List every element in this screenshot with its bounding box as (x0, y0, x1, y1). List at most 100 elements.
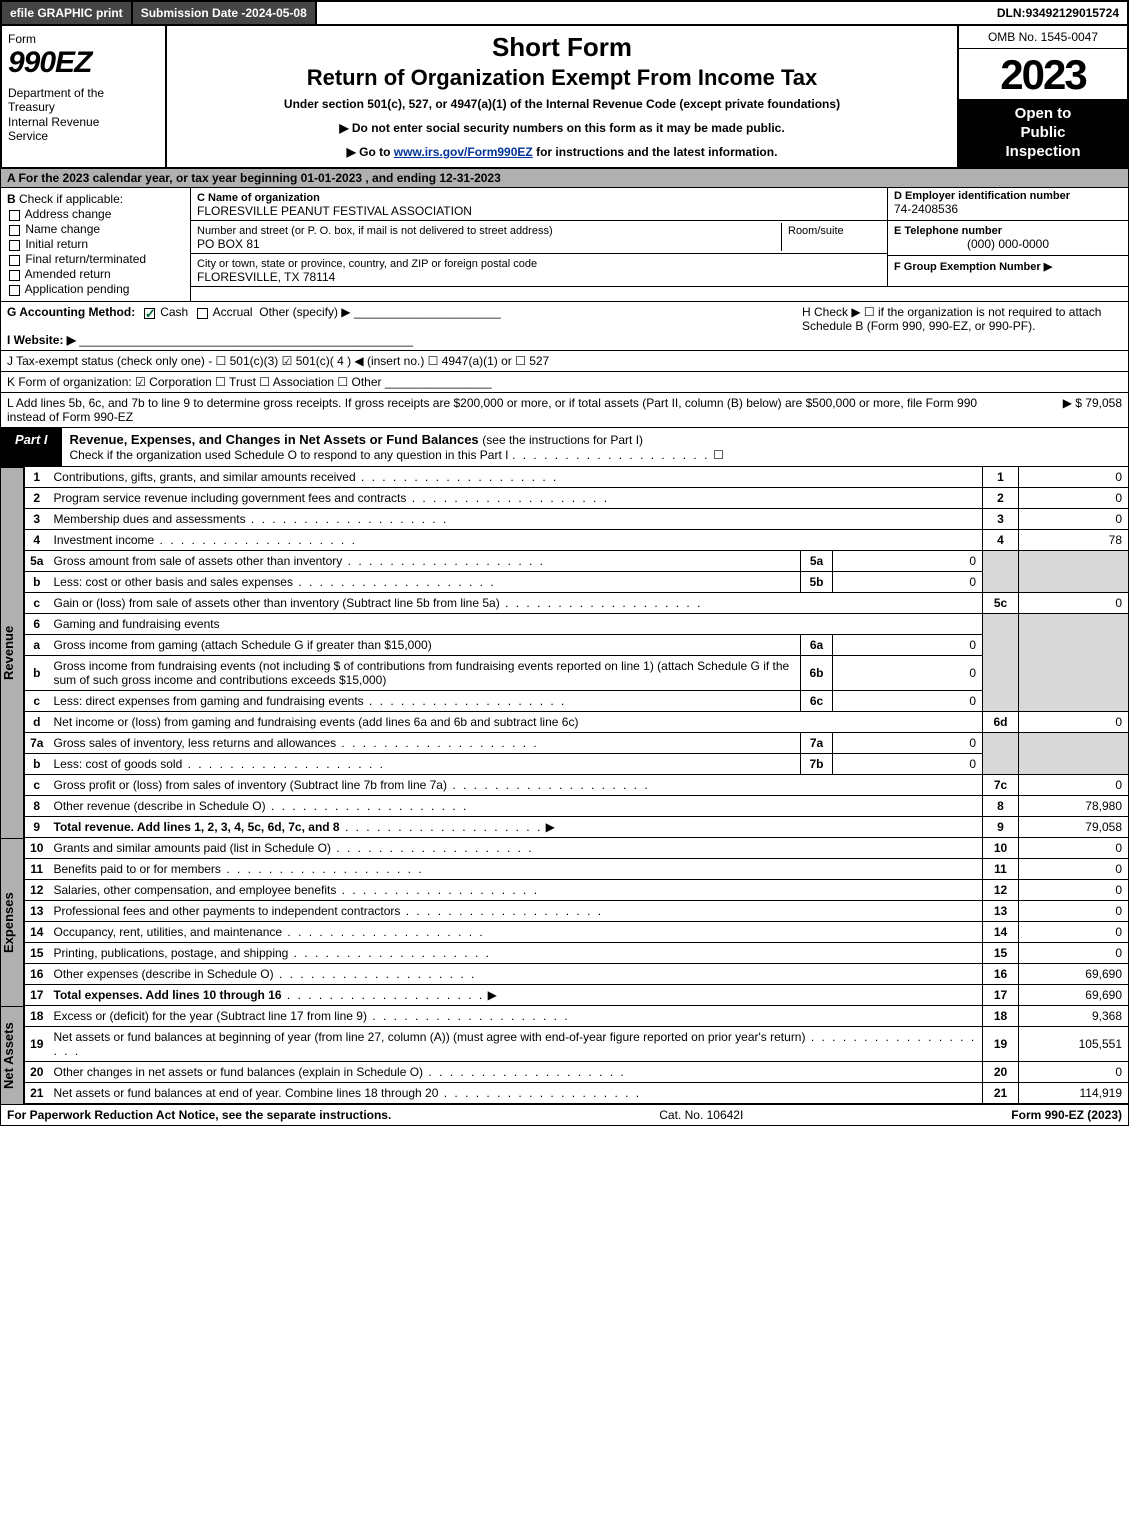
expenses-tab: Expenses (0, 838, 24, 1006)
line-16-desc: Other expenses (describe in Schedule O) (49, 964, 983, 985)
L-val: ▶ $ 79,058 (1002, 396, 1122, 424)
line-6a-desc: Gross income from gaming (attach Schedul… (49, 635, 801, 656)
efile-label: efile GRAPHIC print (10, 6, 123, 20)
chk-address-change[interactable]: Address change (7, 207, 184, 221)
line-6b-val: 0 (833, 656, 983, 691)
form-label: Form (8, 32, 159, 46)
line-10-desc: Grants and similar amounts paid (list in… (49, 838, 983, 859)
line-13-val: 0 (1019, 901, 1129, 922)
line-3-val: 0 (1019, 509, 1129, 530)
subdate-label: Submission Date - (141, 6, 246, 20)
line-21-desc: Net assets or fund balances at end of ye… (49, 1083, 983, 1104)
line-4-desc: Investment income (49, 530, 983, 551)
irs-link[interactable]: www.irs.gov/Form990EZ (394, 145, 533, 159)
row-L: L Add lines 5b, 6c, and 7b to line 9 to … (0, 393, 1129, 428)
row-GH: G Accounting Method: Cash Accrual Other … (0, 302, 1129, 351)
line-3-desc: Membership dues and assessments (49, 509, 983, 530)
col-B-checkboxes: B Check if applicable: Address change Na… (1, 188, 191, 301)
footer-left: For Paperwork Reduction Act Notice, see … (7, 1108, 391, 1122)
under-section: Under section 501(c), 527, or 4947(a)(1)… (177, 97, 947, 111)
tax-year: 2023 (959, 49, 1127, 99)
line-18-desc: Excess or (deficit) for the year (Subtra… (49, 1006, 983, 1027)
partI-check: Check if the organization used Schedule … (70, 448, 509, 462)
org-street: PO BOX 81 (197, 237, 260, 251)
line-2-desc: Program service revenue including govern… (49, 488, 983, 509)
chk-application-pending[interactable]: Application pending (7, 282, 184, 296)
subdate-value: 2024-05-08 (245, 6, 306, 20)
col-CDEF: C Name of organization FLORESVILLE PEANU… (191, 188, 1128, 301)
org-city: FLORESVILLE, TX 78114 (197, 270, 335, 284)
line-7a-desc: Gross sales of inventory, less returns a… (49, 733, 801, 754)
line-5c-val: 0 (1019, 593, 1129, 614)
line-12-val: 0 (1019, 880, 1129, 901)
line-9-val: 79,058 (1019, 817, 1129, 838)
H-text: H Check ▶ ☐ if the organization is not r… (792, 305, 1122, 347)
line-6a-val: 0 (833, 635, 983, 656)
line-14-desc: Occupancy, rent, utilities, and maintena… (49, 922, 983, 943)
form-title: Short Form (177, 32, 947, 63)
form-header: Form 990EZ Department of theTreasuryInte… (0, 26, 1129, 169)
line-20-val: 0 (1019, 1062, 1129, 1083)
line-6c-val: 0 (833, 691, 983, 712)
org-name: FLORESVILLE PEANUT FESTIVAL ASSOCIATION (197, 204, 472, 218)
J-text: J Tax-exempt status (check only one) - ☐… (7, 354, 549, 368)
partI-title: Revenue, Expenses, and Changes in Net As… (62, 428, 1128, 466)
ein-value: 74-2408536 (894, 202, 1122, 216)
chk-initial-return[interactable]: Initial return (7, 237, 184, 251)
form-subtitle: Return of Organization Exempt From Incom… (177, 65, 947, 91)
line-17-val: 69,690 (1019, 985, 1129, 1006)
line-8-val: 78,980 (1019, 796, 1129, 817)
line-5a-val: 0 (833, 551, 983, 572)
chk-name-change[interactable]: Name change (7, 222, 184, 236)
I-label: I Website: ▶ (7, 333, 76, 347)
partI-header: Part I Revenue, Expenses, and Changes in… (0, 428, 1129, 467)
line-7c-desc: Gross profit or (loss) from sales of inv… (49, 775, 983, 796)
line-10-val: 0 (1019, 838, 1129, 859)
line-6b-desc: Gross income from fundraising events (no… (49, 656, 801, 691)
revenue-tab: Revenue (0, 467, 24, 838)
identity-block: B Check if applicable: Address change Na… (0, 188, 1129, 302)
line-1-val: 0 (1019, 467, 1129, 488)
line-5b-val: 0 (833, 572, 983, 593)
K-text: K Form of organization: ☑ Corporation ☐ … (7, 375, 382, 389)
L-text: L Add lines 5b, 6c, and 7b to line 9 to … (7, 396, 1002, 424)
footer-catno: Cat. No. 10642I (391, 1108, 1011, 1122)
omb-number: OMB No. 1545-0047 (959, 26, 1127, 49)
submission-date-cell: Submission Date - 2024-05-08 (133, 2, 317, 24)
line-12-desc: Salaries, other compensation, and employ… (49, 880, 983, 901)
line-8-desc: Other revenue (describe in Schedule O) (49, 796, 983, 817)
line-7b-desc: Less: cost of goods sold (49, 754, 801, 775)
chk-cash[interactable] (144, 308, 155, 319)
chk-final-return[interactable]: Final return/terminated (7, 252, 184, 266)
E-phone-label: E Telephone number (894, 225, 1122, 237)
line-2-val: 0 (1019, 488, 1129, 509)
col-DEF: D Employer identification number 74-2408… (888, 188, 1128, 286)
room-suite-label: Room/suite (788, 225, 844, 237)
line-7c-val: 0 (1019, 775, 1129, 796)
efile-print[interactable]: efile GRAPHIC print (2, 2, 133, 24)
expenses-table: 10Grants and similar amounts paid (list … (24, 838, 1129, 1006)
other-specify: Other (specify) ▶ (259, 305, 350, 319)
D-ein-label: D Employer identification number (894, 190, 1122, 202)
line-5c-desc: Gain or (loss) from sale of assets other… (49, 593, 983, 614)
col-C: C Name of organization FLORESVILLE PEANU… (191, 188, 888, 286)
revenue-table: 1Contributions, gifts, grants, and simil… (24, 467, 1129, 838)
line-20-desc: Other changes in net assets or fund bala… (49, 1062, 983, 1083)
line-6-desc: Gaming and fundraising events (49, 614, 983, 635)
line-7a-val: 0 (833, 733, 983, 754)
topbar: efile GRAPHIC print Submission Date - 20… (0, 0, 1129, 26)
page-footer: For Paperwork Reduction Act Notice, see … (0, 1104, 1129, 1126)
phone-value: (000) 000-0000 (894, 237, 1122, 251)
line-5a-desc: Gross amount from sale of assets other t… (49, 551, 801, 572)
header-right: OMB No. 1545-0047 2023 Open toPublicInsp… (957, 26, 1127, 167)
chk-accrual[interactable] (197, 308, 208, 319)
dln-cell: DLN: 93492129015724 (989, 2, 1127, 24)
line-4-val: 78 (1019, 530, 1129, 551)
partI-checkbox[interactable]: ☐ (713, 448, 724, 462)
line-7b-val: 0 (833, 754, 983, 775)
line-19-desc: Net assets or fund balances at beginning… (49, 1027, 983, 1062)
chk-amended-return[interactable]: Amended return (7, 267, 184, 281)
footer-right: Form 990-EZ (2023) (1011, 1108, 1122, 1122)
department-label: Department of theTreasuryInternal Revenu… (8, 86, 159, 144)
C-name-label: C Name of organization (197, 192, 320, 204)
